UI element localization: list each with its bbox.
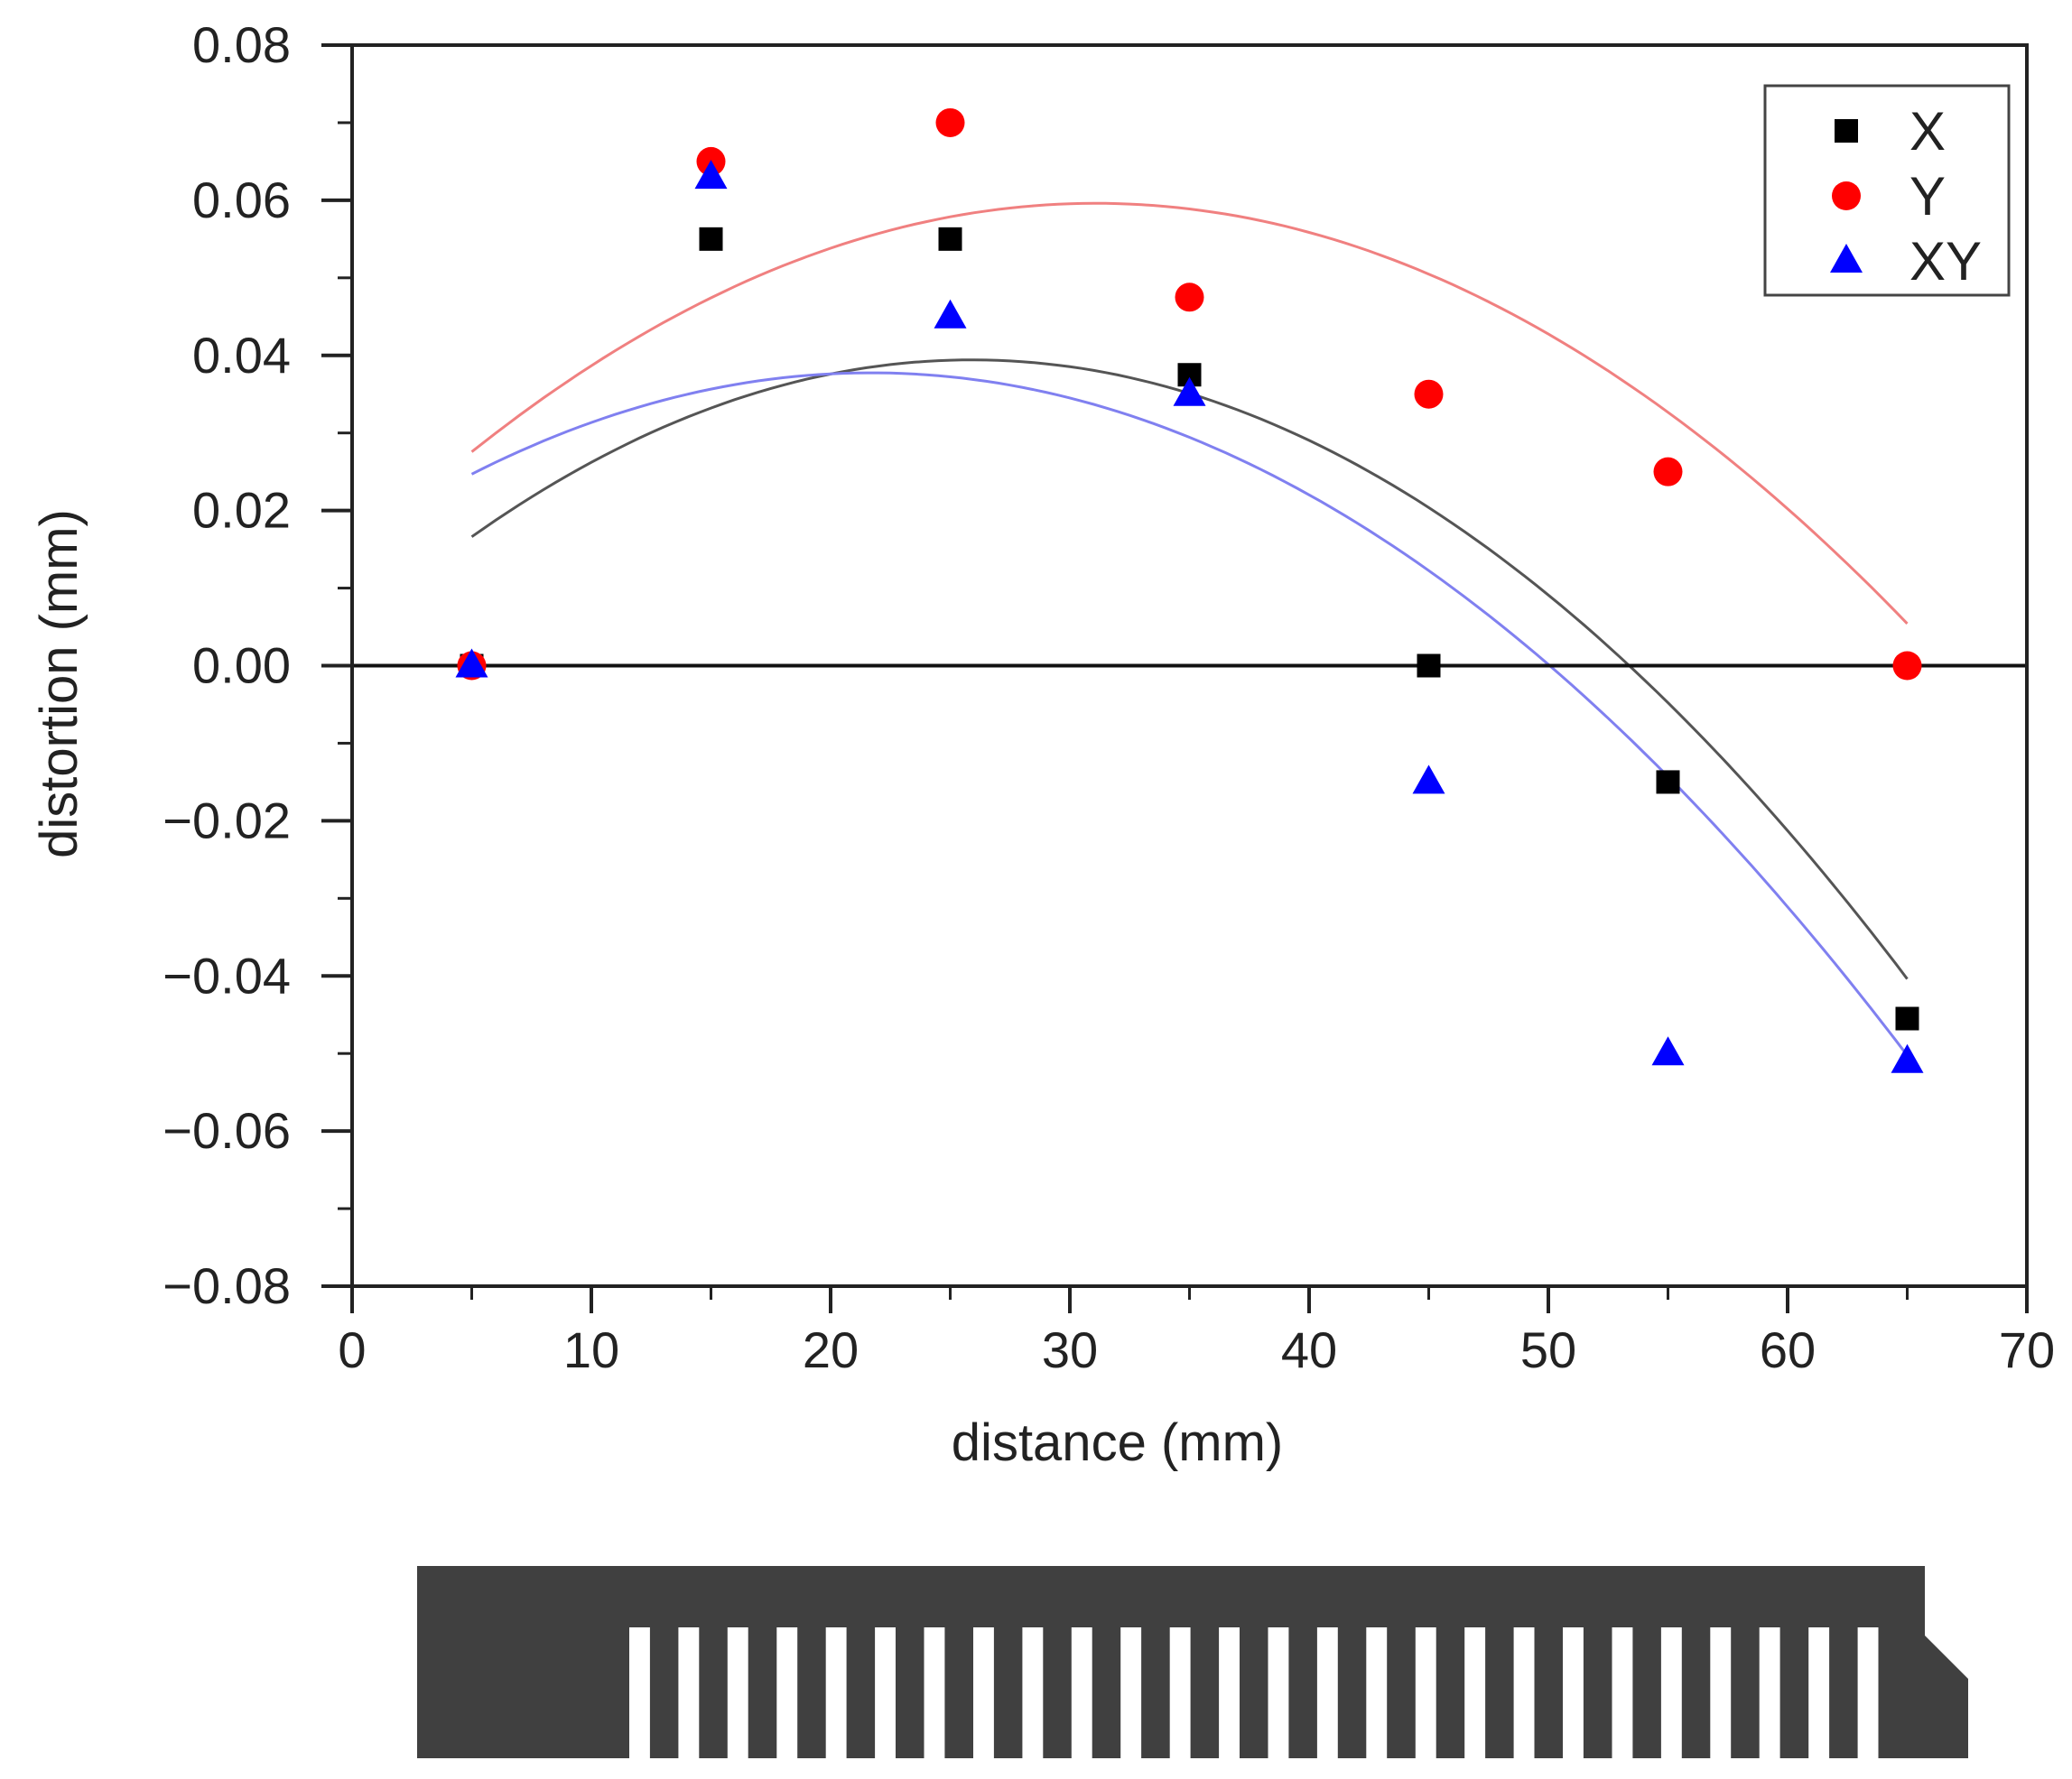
legend-marker-y — [1832, 181, 1861, 210]
series-xy — [455, 160, 1924, 1073]
data-point-xy — [1412, 764, 1445, 794]
comb-gap — [1071, 1627, 1092, 1758]
comb-gap — [1022, 1627, 1044, 1758]
legend-label-x: X — [1909, 101, 1946, 162]
x-axis-title: distance (mm) — [952, 1413, 1283, 1472]
fit-lines — [470, 201, 1909, 1057]
comb-gap — [1660, 1627, 1682, 1758]
data-point-x — [938, 227, 962, 251]
data-point-x — [1895, 1006, 1919, 1031]
comb-gap — [1120, 1627, 1142, 1758]
legend-item-xy: XY — [1830, 231, 1982, 292]
comb-gap — [825, 1627, 847, 1758]
comb-gap — [776, 1627, 798, 1758]
comb-gap — [973, 1627, 994, 1758]
data-point-xy — [1891, 1043, 1924, 1073]
comb-specimen-icon — [417, 1566, 1968, 1758]
y-tick-label: −0.08 — [163, 1257, 291, 1314]
x-tick-label: 30 — [1042, 1321, 1098, 1378]
data-point-xy — [455, 648, 488, 678]
comb-gap — [1857, 1627, 1879, 1758]
comb-gap — [629, 1627, 650, 1758]
legend-label-y: Y — [1909, 166, 1946, 227]
legend-marker-x — [1835, 119, 1858, 143]
comb-gap — [727, 1627, 748, 1758]
axis-ticks — [321, 43, 2029, 1313]
legend-item-x: X — [1835, 101, 1946, 162]
y-tick-label: −0.06 — [163, 1102, 291, 1159]
legend-box — [1763, 84, 2011, 297]
comb-gap — [1513, 1627, 1535, 1758]
fit-line-y — [470, 201, 1909, 625]
comb-gap — [1808, 1627, 1830, 1758]
data-point-x — [699, 227, 723, 251]
fit-line-xy — [470, 371, 1909, 1057]
comb-gap — [875, 1627, 896, 1758]
x-tick-label: 60 — [1760, 1321, 1816, 1378]
x-tick-label: 50 — [1520, 1321, 1576, 1378]
series-x — [460, 227, 1919, 1031]
comb-gap — [1563, 1627, 1584, 1758]
data-point-x — [1656, 770, 1680, 794]
comb-gap — [1366, 1627, 1388, 1758]
data-markers — [455, 107, 1924, 1073]
y-tick-label: −0.04 — [163, 947, 291, 1004]
y-tick-label: 0.00 — [192, 637, 291, 694]
y-tick-label: 0.04 — [192, 327, 291, 384]
y-tick-labels: 0.08 0.06 0.04 0.02 0.00 −0.02 −0.04 −0.06 −0.08 — [163, 16, 291, 1314]
comb-gap — [1464, 1627, 1486, 1758]
x-tick-label: 20 — [803, 1321, 859, 1378]
y-tick-label: 0.08 — [192, 16, 291, 73]
data-point-y — [935, 107, 965, 137]
legend-marker-xy — [1830, 244, 1863, 273]
data-point-xy — [1651, 1036, 1685, 1066]
plot-area — [321, 43, 2029, 1313]
data-point-xy — [934, 299, 967, 329]
x-tick-label: 70 — [1999, 1321, 2055, 1378]
x-tick-label: 40 — [1281, 1321, 1337, 1378]
comb-gap — [924, 1627, 945, 1758]
x-tick-label: 10 — [563, 1321, 619, 1378]
data-point-y — [1175, 283, 1204, 312]
fit-line-x — [470, 358, 1909, 980]
y-tick-label: −0.02 — [163, 792, 291, 848]
data-point-y — [1892, 651, 1922, 681]
y-axis-title: distortion (mm) — [30, 509, 88, 858]
legend-item-y: Y — [1832, 166, 1946, 227]
x-tick-label: 0 — [338, 1321, 366, 1378]
legend-label-xy: XY — [1909, 231, 1982, 292]
data-point-x — [1417, 653, 1441, 678]
comb-gap — [1268, 1627, 1289, 1758]
y-tick-label: 0.02 — [192, 482, 291, 539]
x-tick-labels: 0 10 20 30 40 50 60 70 — [338, 1321, 2055, 1378]
comb-gap — [1415, 1627, 1436, 1758]
comb-gap — [1612, 1627, 1633, 1758]
comb-gap — [1169, 1627, 1191, 1758]
data-point-y — [1653, 457, 1683, 486]
data-point-xy — [694, 160, 728, 190]
data-point-xy — [1173, 376, 1206, 406]
comb-gap — [1219, 1627, 1240, 1758]
comb-gap — [1759, 1627, 1780, 1758]
data-point-y — [1414, 379, 1444, 409]
comb-gap — [678, 1627, 700, 1758]
y-tick-label: 0.06 — [192, 171, 291, 228]
comb-gap — [1316, 1627, 1338, 1758]
comb-gap — [1710, 1627, 1732, 1758]
